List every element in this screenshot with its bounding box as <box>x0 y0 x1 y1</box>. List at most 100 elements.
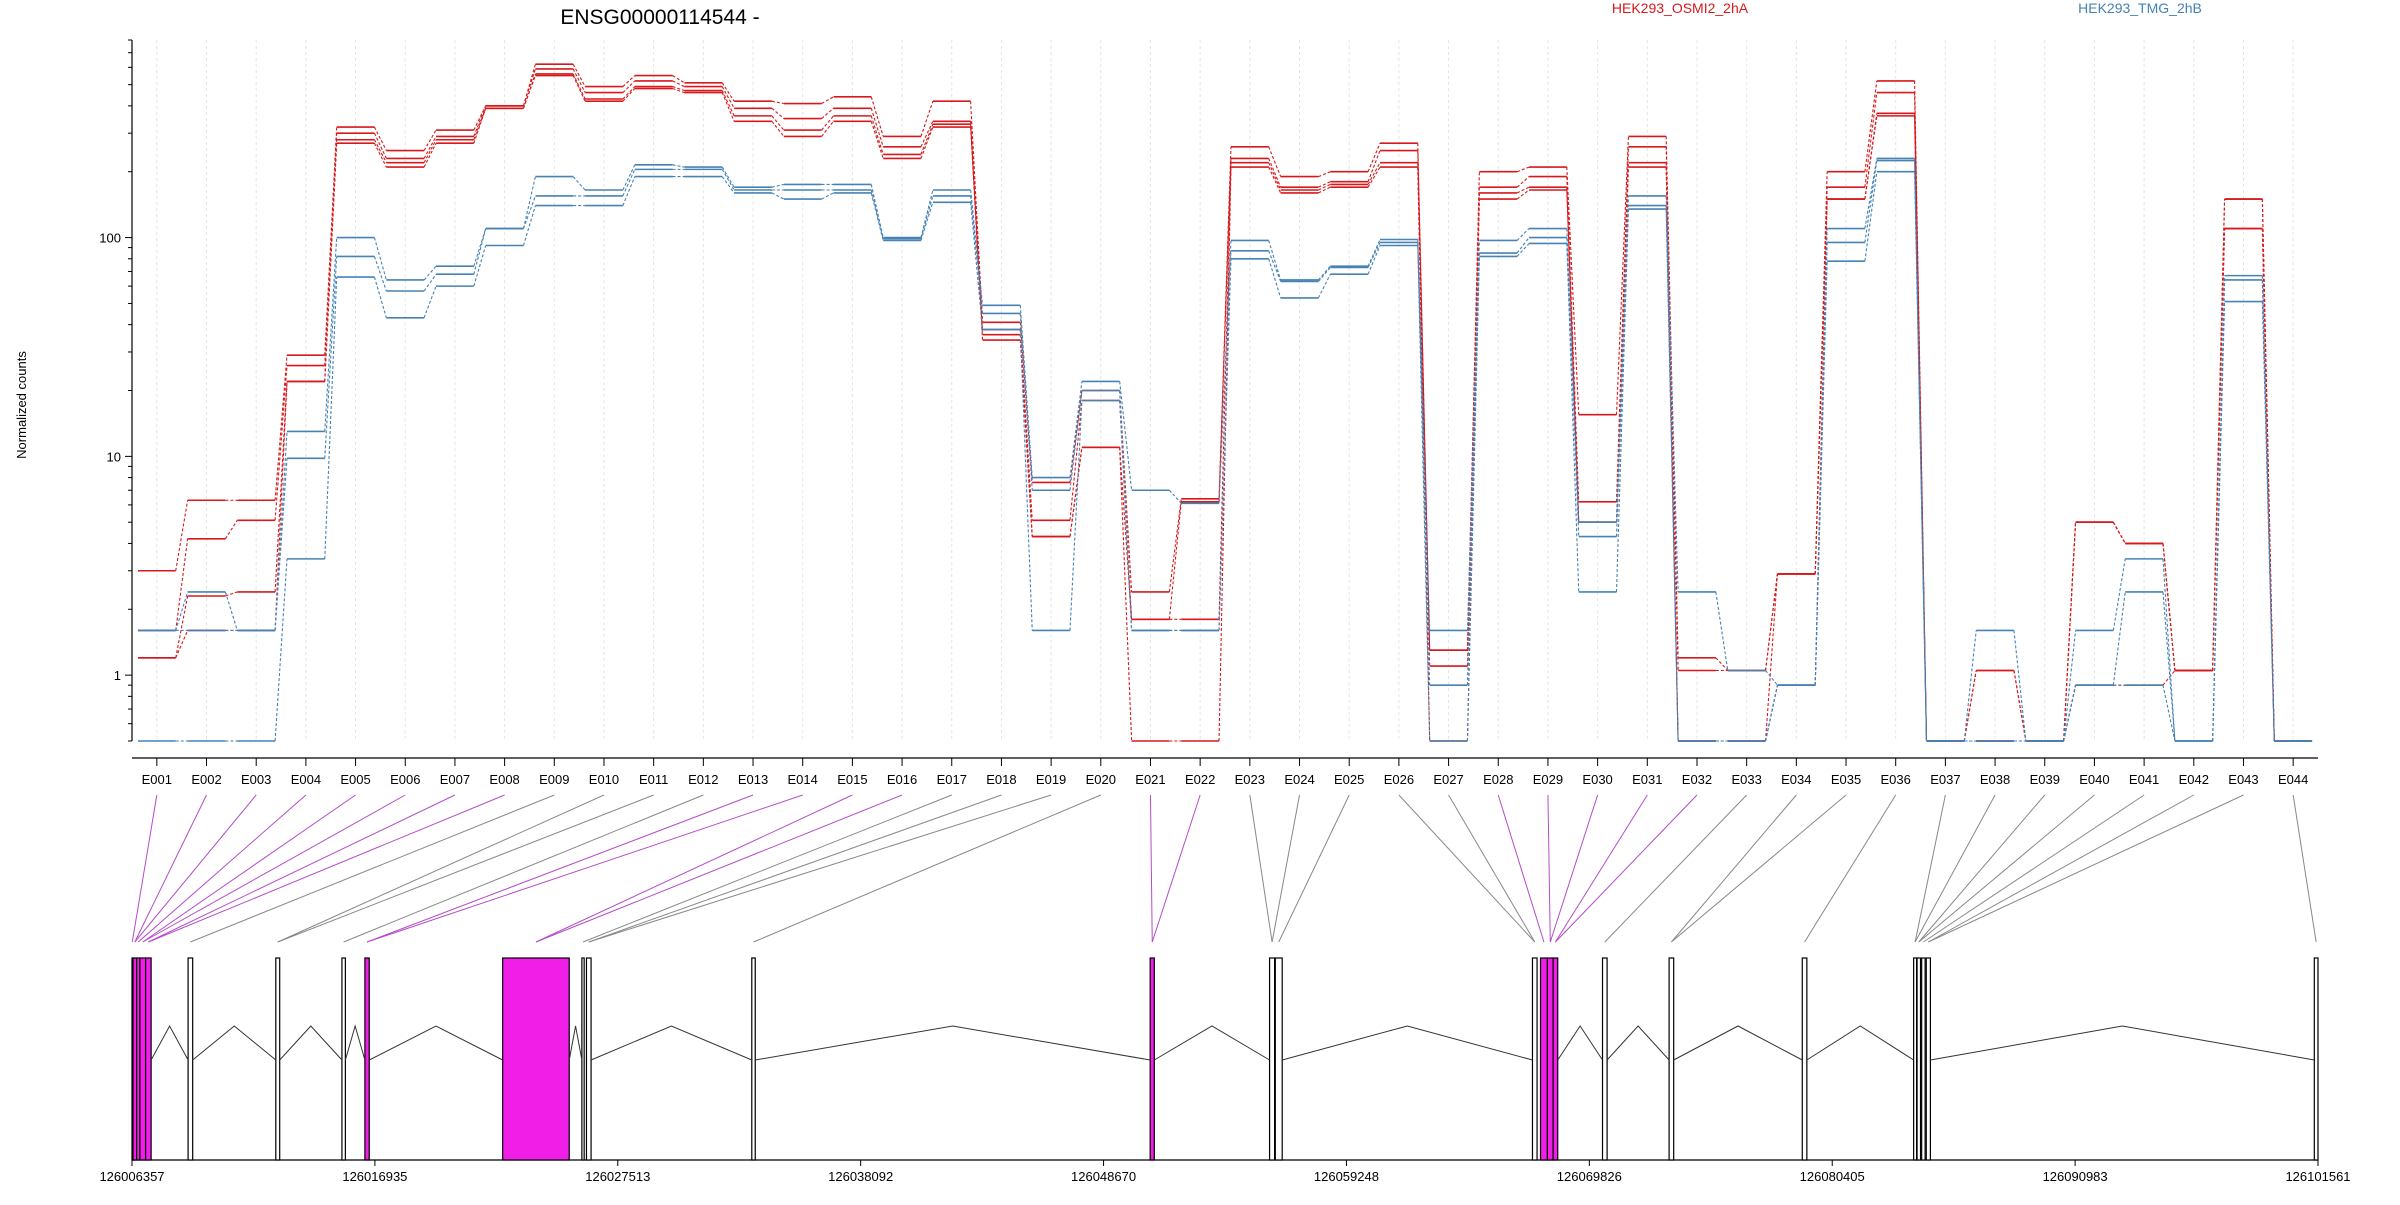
x-tick-label-e042: E042 <box>2179 772 2209 787</box>
exon-box-24 <box>1913 957 1918 1161</box>
series-2-connector <box>1119 447 1133 620</box>
x-tick-label-e022: E022 <box>1185 772 1215 787</box>
series-3-connector <box>1367 166 1381 188</box>
connector-e013 <box>366 794 754 943</box>
series-2-connector <box>373 139 387 163</box>
series-5-connector <box>373 256 387 292</box>
x-tick-label-e034: E034 <box>1781 772 1811 787</box>
x-tick-label-e029: E029 <box>1533 772 1563 787</box>
series-3-connector <box>2212 228 2226 671</box>
x-tick-label-e007: E007 <box>440 772 470 787</box>
series-5-connector <box>1268 250 1282 282</box>
x-tick-label-e024: E024 <box>1284 772 1314 787</box>
series-6-connector <box>1417 245 1431 742</box>
series-3-connector <box>870 121 884 159</box>
series-3-connector <box>920 126 934 159</box>
series-6-connector <box>1218 258 1232 631</box>
exon-box-5 <box>145 957 152 1161</box>
x-tick-label-e001: E001 <box>142 772 172 787</box>
series-0-connector <box>274 355 288 501</box>
series-0-connector <box>821 96 834 104</box>
series-6-connector <box>2261 301 2275 742</box>
series-5-connector <box>1019 313 1033 491</box>
exon-box-28 <box>2313 957 2319 1161</box>
connector-e032 <box>1555 794 1698 943</box>
series-1-connector <box>1814 187 1828 574</box>
coord-label-4: 126048670 <box>1071 1169 1136 1184</box>
x-tick-label-e018: E018 <box>986 772 1016 787</box>
connector-e036 <box>1804 794 1897 943</box>
intron-line <box>279 1025 343 1061</box>
connector-e015 <box>535 794 853 943</box>
exon-box-14 <box>1149 957 1155 1161</box>
connector-e012 <box>343 794 704 943</box>
connector-e041 <box>1923 794 2145 943</box>
connector-e021 <box>1149 794 1153 943</box>
connector-e026 <box>1398 794 1536 943</box>
series-6-connector <box>870 192 884 241</box>
series-4-connector <box>1765 670 1778 686</box>
x-tick-label-e021: E021 <box>1135 772 1165 787</box>
connector-e029 <box>1547 794 1551 943</box>
connector-e006 <box>142 794 406 943</box>
series-5-connector <box>324 256 338 459</box>
series-6-connector <box>721 176 735 194</box>
series-2 <box>137 73 2313 742</box>
series-4-connector <box>2013 630 2027 742</box>
intron-line <box>1154 1025 1270 1061</box>
series-2-connector <box>1814 199 1828 574</box>
exon-box-22 <box>1668 957 1675 1161</box>
x-tick-label-e005: E005 <box>340 772 370 787</box>
x-tick-label-e011: E011 <box>639 772 668 787</box>
series-0-connector <box>1119 390 1133 592</box>
series-1-connector <box>1566 176 1580 502</box>
series-1-connector <box>1218 158 1232 502</box>
series-1-connector <box>721 86 735 109</box>
x-tick-label-e023: E023 <box>1235 772 1265 787</box>
series-2-connector <box>225 591 238 597</box>
x-tick-label-e041: E041 <box>2129 772 2159 787</box>
x-tick-label-e015: E015 <box>837 772 867 787</box>
series-0-connector <box>970 101 984 323</box>
series-4-connector <box>1814 228 1828 686</box>
axis-layer: 1 10 100 E001 E002 E003 E004 E005 E006 E007 E008 E0… <box>99 39 2318 787</box>
series-4-connector <box>920 189 934 238</box>
series-0-connector <box>870 96 884 137</box>
series-4-connector <box>1864 158 1878 229</box>
series-6-connector <box>1615 209 1629 592</box>
series-1-connector <box>1318 181 1331 188</box>
series-4-connector <box>1963 630 1977 742</box>
series-0-connector <box>1615 136 1629 415</box>
series-3-connector <box>721 92 735 122</box>
series-0-connector <box>1864 80 1878 172</box>
series-1-connector <box>175 538 189 631</box>
series-0-connector <box>622 75 636 87</box>
intron-line <box>1557 1025 1603 1061</box>
series-4-connector <box>1119 381 1133 491</box>
intron-line <box>568 1025 583 1061</box>
series-2-connector <box>2112 521 2126 544</box>
series-4-connector <box>423 265 437 281</box>
series-0-connector <box>920 101 934 137</box>
series-2-connector <box>1516 186 1530 194</box>
series-3-connector <box>1019 340 1033 537</box>
series-5-connector <box>721 169 735 191</box>
connector-e001 <box>131 794 158 943</box>
series-6-connector <box>771 192 785 200</box>
chart-title: ENSG00000114544 - <box>560 6 759 29</box>
series-1-connector <box>423 136 437 159</box>
series-3-connector <box>771 120 785 137</box>
series-4-connector <box>2063 630 2077 742</box>
exon-box-17 <box>1531 957 1538 1161</box>
series-0-connector <box>324 127 338 356</box>
series-4-connector <box>324 237 338 432</box>
series-3-connector <box>175 630 189 659</box>
series-1-connector <box>324 133 338 366</box>
series-3-connector <box>373 142 387 168</box>
series-2-connector <box>1318 183 1331 191</box>
intron-line <box>1673 1025 1803 1061</box>
intron-line <box>590 1025 752 1061</box>
series-5-connector <box>522 195 536 229</box>
series-3-connector <box>1963 670 1977 742</box>
